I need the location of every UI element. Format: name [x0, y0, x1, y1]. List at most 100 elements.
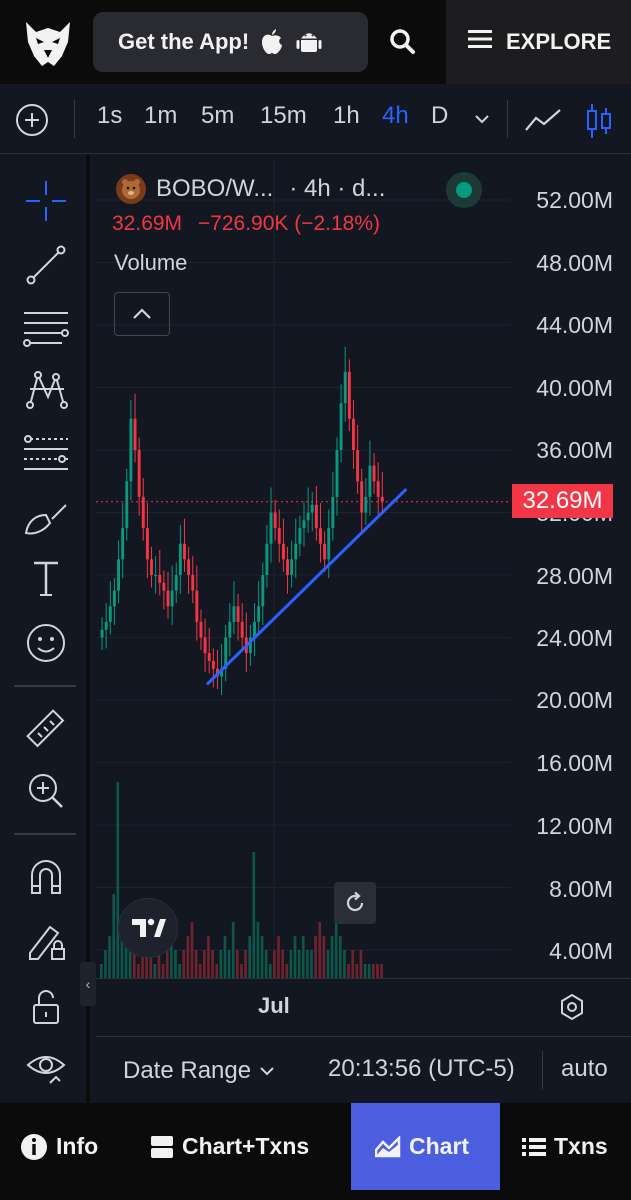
candle-body [129, 418, 133, 482]
nav-chart[interactable]: Chart [351, 1103, 500, 1190]
volume-bar [343, 950, 346, 978]
unlock-icon[interactable] [22, 983, 70, 1031]
bottom-nav: Info Chart+Txns Chart Txns [0, 1103, 631, 1200]
timeframe-5m[interactable]: 5m [201, 102, 235, 129]
candle-body [158, 575, 162, 583]
market-status-icon[interactable] [446, 172, 482, 208]
nav-info-label: Info [56, 1133, 99, 1159]
timeframe-toolbar: 1s 1m 5m 15m 1h 4h D [0, 84, 631, 154]
volume-bar [244, 950, 247, 978]
candle-body [294, 543, 298, 560]
eagle-logo-icon[interactable] [18, 12, 78, 72]
fib-icon[interactable] [22, 429, 70, 477]
text-icon[interactable] [22, 555, 70, 603]
chart-area[interactable]: BOBO/W... · 4h · d... 32.69M −726.90K (−… [96, 160, 631, 1033]
time-axis[interactable]: Jul [96, 978, 631, 1033]
top-bar: Get the App! EXPLORE [0, 0, 631, 84]
price-axis-label: 4.00M [549, 938, 613, 964]
candle-body [290, 559, 294, 575]
emoji-icon[interactable] [22, 619, 70, 667]
list-icon [522, 1137, 546, 1156]
candle-body [253, 621, 257, 638]
timeframe-1h[interactable]: 1h [333, 102, 360, 129]
volume-bar [277, 936, 280, 978]
volume-bar [256, 922, 260, 978]
volume-bar [268, 964, 272, 978]
volume-bar [100, 964, 103, 978]
add-symbol-icon[interactable] [16, 104, 48, 136]
price-axis-label: 20.00M [536, 687, 613, 713]
menu-icon [468, 29, 492, 55]
horizontal-lines-icon[interactable] [22, 303, 70, 351]
toolbar-divider [507, 100, 508, 138]
nav-info[interactable]: Info [20, 1103, 125, 1190]
volume-bar [128, 950, 132, 978]
symbol-name[interactable]: BOBO/W... [156, 175, 274, 202]
volume-bar [153, 964, 157, 978]
candle-body [121, 528, 125, 560]
pattern-icon[interactable] [22, 365, 70, 413]
candle-body [306, 512, 310, 521]
collapse-legend-button[interactable] [114, 292, 170, 336]
explore-button[interactable]: EXPLORE [446, 0, 631, 84]
magnet-icon[interactable] [22, 853, 70, 901]
coin-icon [116, 174, 146, 204]
volume-bar [273, 950, 276, 978]
brush-icon[interactable] [22, 495, 70, 543]
price-axis-label: 44.00M [536, 312, 613, 338]
chart-info-bar: Date Range 20:13:56 (UTC-5) auto [96, 1036, 631, 1102]
nav-chart-txns[interactable]: Chart+Txns [150, 1103, 340, 1190]
volume-bar [215, 964, 219, 978]
candlestick-icon[interactable] [585, 102, 613, 145]
search-icon[interactable] [385, 24, 421, 60]
timeframe-d[interactable]: D [431, 102, 449, 129]
price-axis-label: 28.00M [536, 563, 613, 589]
volume-bar [293, 936, 297, 978]
chart-settings-icon[interactable] [556, 991, 588, 1028]
chart-legend: BOBO/W... · 4h · d... [116, 174, 385, 204]
price-axis-label: 40.00M [536, 375, 613, 401]
volume-bar [174, 950, 177, 978]
candle-body [327, 528, 331, 560]
auto-scale-toggle[interactable]: auto [561, 1055, 608, 1082]
volume-bar [301, 936, 305, 978]
eye-icon[interactable] [22, 1043, 70, 1091]
volume-bar [339, 936, 342, 978]
candle-body [351, 418, 355, 450]
timeframe-1s[interactable]: 1s [97, 102, 123, 129]
info-icon [21, 1133, 47, 1160]
date-range-label: Date Range [123, 1057, 252, 1084]
volume-bar [359, 950, 363, 978]
reset-chart-icon[interactable] [334, 882, 376, 924]
tradingview-logo-icon[interactable] [118, 898, 178, 958]
zoom-in-icon[interactable] [22, 767, 70, 815]
timeframe-1m[interactable]: 1m [144, 102, 178, 129]
timeframe-15m[interactable]: 15m [260, 102, 307, 129]
candle-body [281, 543, 285, 560]
ruler-icon[interactable] [22, 705, 70, 753]
price-axis-label: 8.00M [549, 876, 613, 902]
trend-line-icon[interactable] [22, 241, 70, 289]
volume-bar [194, 950, 198, 978]
price-axis-label: 24.00M [536, 625, 613, 651]
candle-body [261, 575, 265, 607]
lock-drawing-icon[interactable] [22, 917, 70, 965]
candle-body [125, 481, 129, 529]
volume-bar [120, 922, 124, 978]
chevron-up-icon [133, 308, 151, 319]
timezone-clock[interactable]: 20:13:56 (UTC-5) [328, 1055, 515, 1082]
price-axis-label: 12.00M [536, 813, 613, 839]
collapse-toolbar-button[interactable]: ‹ [80, 962, 96, 1006]
volume-bar [198, 964, 202, 978]
get-app-button[interactable]: Get the App! [93, 12, 368, 72]
chevron-down-icon[interactable] [473, 112, 491, 130]
date-range-button[interactable]: Date Range [123, 1057, 275, 1085]
nav-txns[interactable]: Txns [522, 1103, 622, 1190]
volume-bar [281, 950, 284, 978]
crosshair-icon[interactable] [22, 177, 70, 225]
timeframe-4h[interactable]: 4h [382, 102, 409, 129]
line-chart-icon[interactable] [524, 106, 564, 139]
volume-bar [363, 964, 367, 978]
price-axis-label: 48.00M [536, 250, 613, 276]
price-chart[interactable] [96, 160, 631, 978]
